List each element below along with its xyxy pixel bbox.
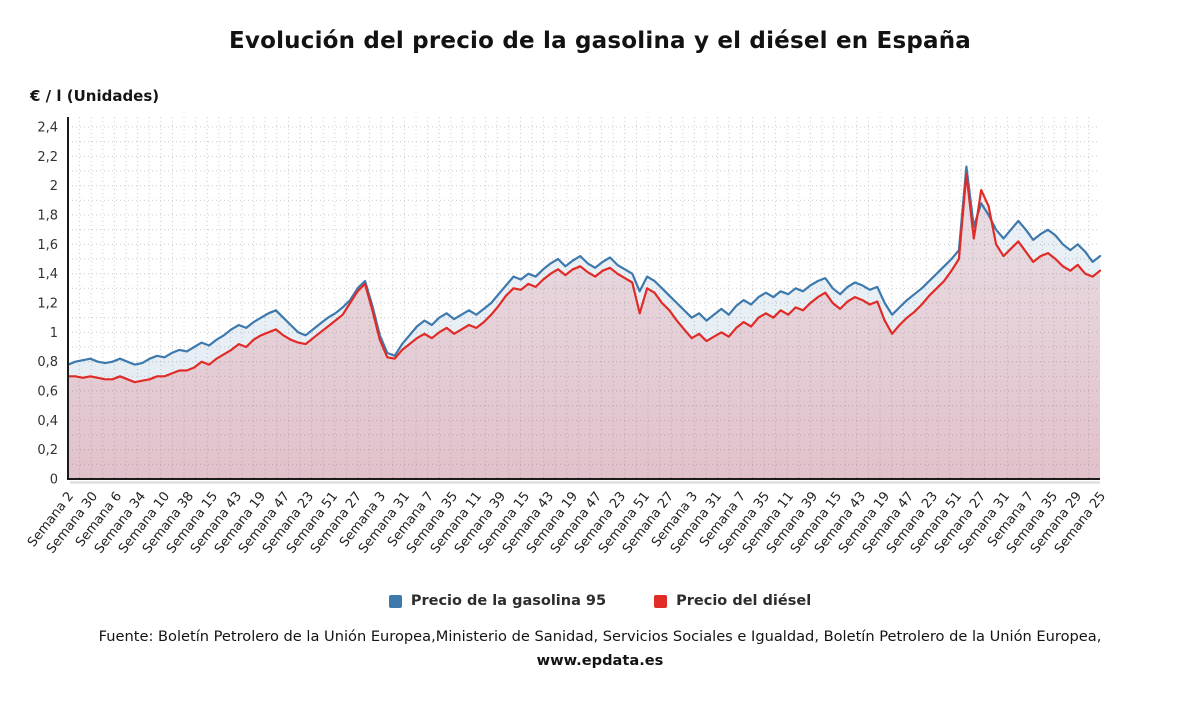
y-tick-label: 2,2 bbox=[37, 150, 58, 165]
y-tick-label: 1,8 bbox=[37, 209, 58, 224]
y-tick-label: 0,8 bbox=[37, 355, 58, 370]
y-tick-label: 0,4 bbox=[37, 414, 58, 429]
y-tick-label: 1 bbox=[50, 326, 58, 341]
y-tick-label: 0,2 bbox=[37, 443, 58, 458]
chart-title: Evolución del precio de la gasolina y el… bbox=[228, 28, 972, 54]
y-tick-label: 1,4 bbox=[37, 267, 58, 282]
epdata-link[interactable]: www.epdata.es bbox=[536, 651, 664, 669]
diesel-swatch bbox=[654, 594, 668, 608]
legend-item-diesel[interactable]: Precio del diésel bbox=[654, 593, 811, 609]
gasolina95-line bbox=[66, 165, 1102, 366]
y-tick-label: 2,4 bbox=[37, 121, 58, 136]
y-tick-label: 1,2 bbox=[37, 297, 58, 312]
y-axis-title: € / l (Unidades) bbox=[30, 87, 160, 105]
source-attribution: Fuente: Boletín Petrolero de la Unión Eu… bbox=[75, 625, 1125, 672]
price-evolution-chart[interactable]: 00,20,40,60,811,21,41,61,822,22,4Semana … bbox=[0, 104, 1200, 586]
diesel-line bbox=[66, 172, 1102, 384]
y-tick-label: 0,6 bbox=[37, 385, 58, 400]
source-text: Fuente: Boletín Petrolero de la Unión Eu… bbox=[98, 628, 1102, 645]
gasolina95-swatch bbox=[388, 594, 402, 608]
y-tick-label: 1,6 bbox=[37, 238, 58, 253]
diesel-area bbox=[68, 173, 1100, 479]
diesel-label: Precio del diésel bbox=[676, 593, 812, 609]
chart-legend: Precio de la gasolina 95 Precio del diés… bbox=[0, 593, 1200, 609]
gasolina95-label: Precio de la gasolina 95 bbox=[410, 593, 607, 609]
y-tick-label: 2 bbox=[50, 179, 58, 194]
legend-item-gasolina95[interactable]: Precio de la gasolina 95 bbox=[388, 593, 607, 609]
y-tick-label: 0 bbox=[50, 473, 58, 488]
